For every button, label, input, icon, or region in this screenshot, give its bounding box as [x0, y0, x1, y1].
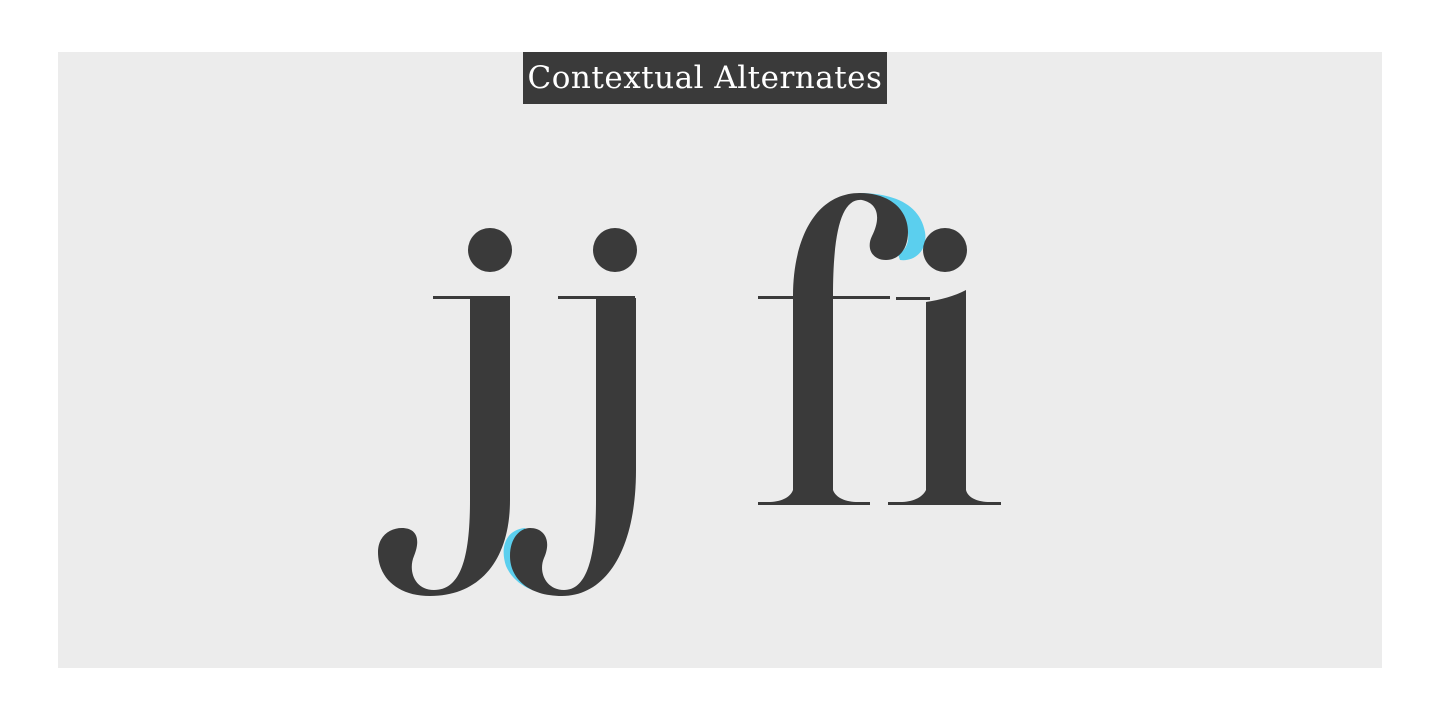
i-foot-serif	[888, 490, 1001, 505]
i-stem	[926, 290, 966, 498]
specimen-panel	[58, 52, 1382, 668]
feature-title-badge: Contextual Alternates	[523, 52, 887, 104]
i-dot	[923, 228, 967, 272]
glyph-pair-jj	[378, 228, 637, 596]
f-foot-serif	[758, 490, 870, 505]
feature-title: Contextual Alternates	[527, 60, 883, 96]
glyph-pair-fi	[758, 193, 1001, 505]
i-top-serif	[896, 297, 930, 300]
f-terminal-accent	[858, 193, 926, 261]
second-j-dot	[593, 228, 637, 272]
f-crossbar	[758, 296, 890, 299]
second-j-serif	[558, 296, 635, 299]
first-j-serif	[433, 296, 510, 299]
first-j-dot	[468, 228, 512, 272]
first-j-body	[378, 298, 510, 596]
f-body	[793, 193, 908, 498]
second-j-body	[510, 298, 636, 596]
